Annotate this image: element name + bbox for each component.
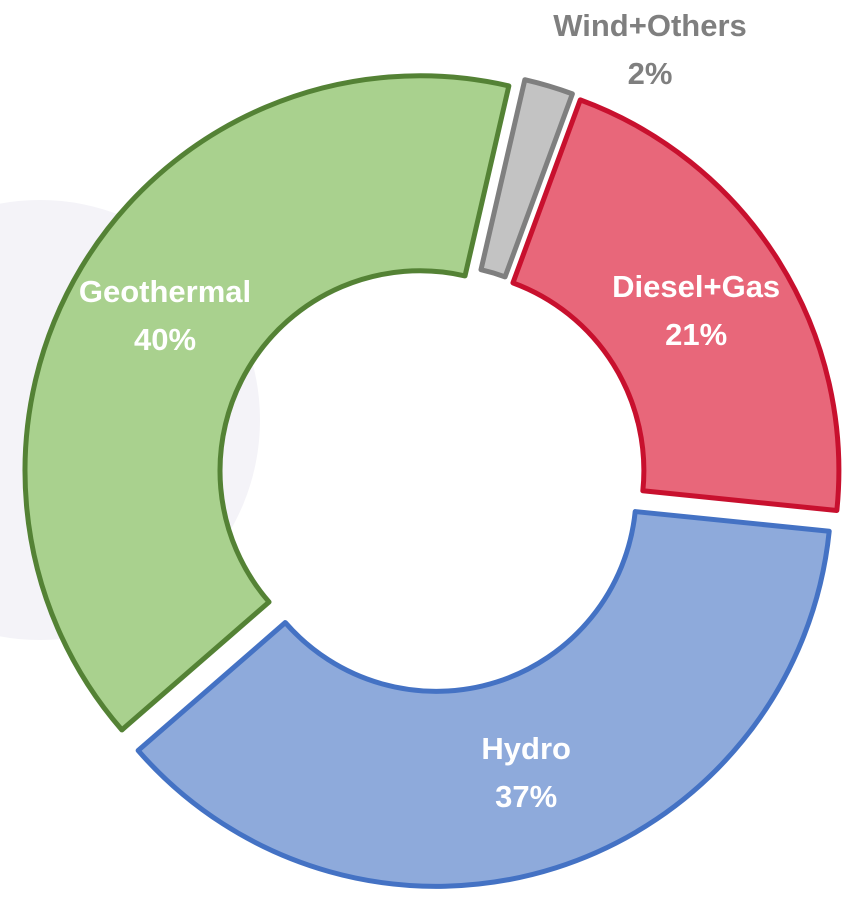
donut-slice	[478, 77, 575, 280]
slice-label: Wind+Others	[553, 8, 747, 43]
slice-label: Geothermal	[79, 274, 251, 309]
slice-label: Diesel+Gas	[612, 269, 780, 304]
donut-slice	[510, 97, 842, 513]
slice-value-label: 40%	[134, 322, 196, 357]
slice-value-label: 37%	[495, 779, 557, 814]
slice-label: Hydro	[481, 731, 571, 766]
donut-slice	[135, 509, 832, 889]
slice-value-label: 21%	[665, 317, 727, 352]
slice-value-label: 2%	[628, 56, 673, 91]
donut-slice	[22, 73, 512, 733]
